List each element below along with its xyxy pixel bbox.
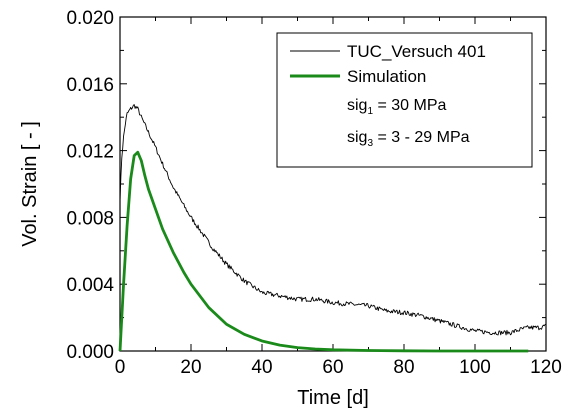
y-tick-labels: 0.000 0.004 0.008 0.012 0.016 0.020 bbox=[66, 8, 114, 363]
y-tick-label: 0.020 bbox=[66, 8, 114, 29]
series-line-simulation bbox=[118, 150, 529, 353]
y-axis-title: Vol. Strain [ - ] bbox=[19, 121, 41, 247]
x-tick-label: 0 bbox=[115, 357, 126, 378]
series-layer bbox=[118, 104, 547, 353]
x-tick-label: 40 bbox=[251, 357, 272, 378]
y-tick-label: 0.016 bbox=[66, 75, 114, 96]
legend: TUC_Versuch 401 Simulation sig1 = 30 MPa… bbox=[276, 32, 533, 168]
x-tick-labels: 0 20 40 60 80 100 120 bbox=[115, 357, 562, 378]
x-tick-label: 20 bbox=[180, 357, 201, 378]
y-tick-label: 0.008 bbox=[66, 208, 114, 229]
x-tick-label: 60 bbox=[322, 357, 343, 378]
x-tick-label: 80 bbox=[393, 357, 414, 378]
legend-label-simulation: Simulation bbox=[347, 67, 426, 86]
legend-label-experiment: TUC_Versuch 401 bbox=[347, 42, 486, 61]
y-tick-label: 0.004 bbox=[66, 275, 114, 296]
legend-note-sigma1: sig1 = 30 MPa bbox=[347, 97, 446, 117]
x-tick-label: 120 bbox=[530, 357, 562, 378]
legend-box bbox=[276, 32, 533, 168]
y-tick-label: 0.000 bbox=[66, 342, 114, 363]
x-tick-label: 100 bbox=[459, 357, 491, 378]
legend-note-sigma3: sig3 = 3 - 29 MPa bbox=[347, 129, 470, 149]
x-axis-title: Time [d] bbox=[297, 387, 369, 409]
y-tick-label: 0.012 bbox=[66, 142, 114, 163]
series-line-experiment bbox=[119, 104, 547, 336]
